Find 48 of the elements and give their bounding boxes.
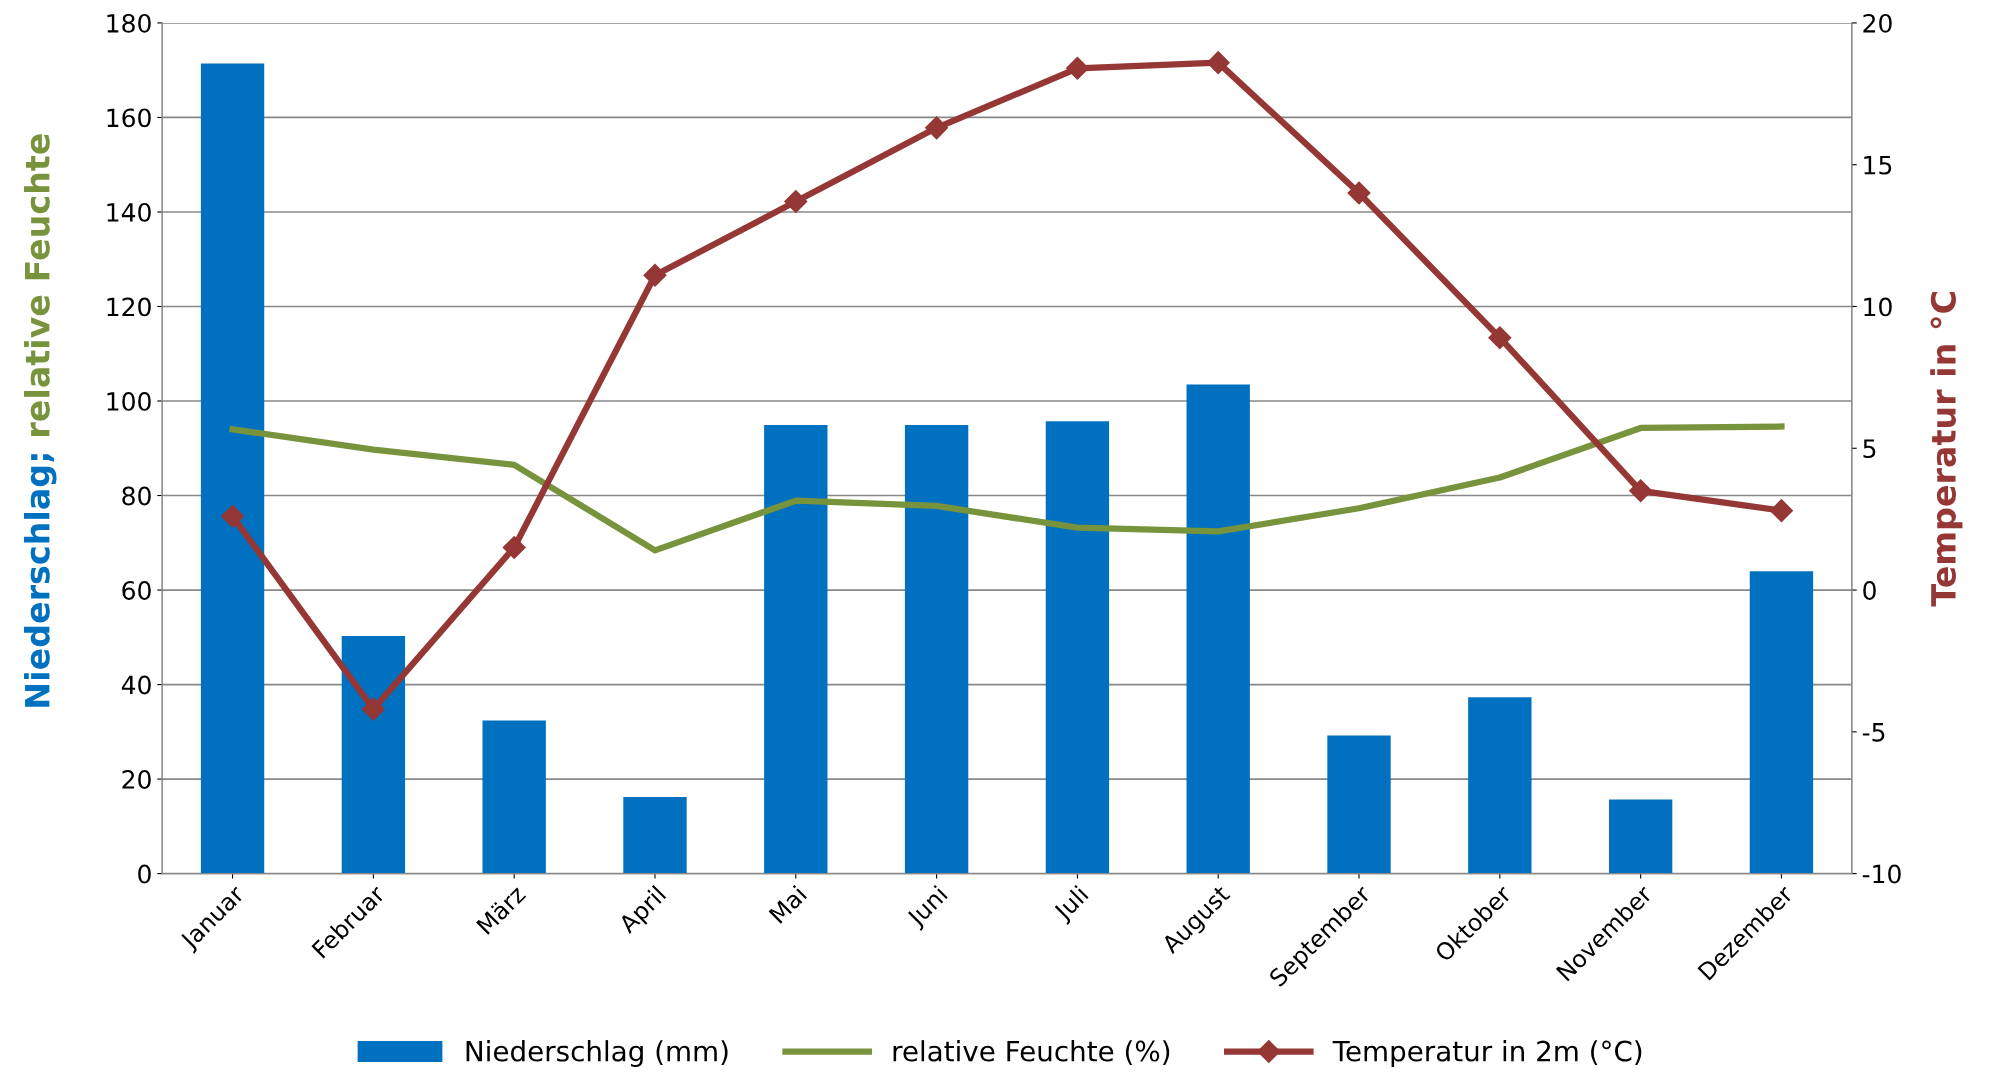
x-tick-label: Juli [1051, 884, 1092, 925]
y2-tick-label: -5 [1862, 723, 1885, 742]
point [1629, 479, 1653, 503]
y-tick-label: 60 [122, 580, 151, 600]
point [221, 504, 245, 528]
y-tick-label: 180 [107, 13, 151, 33]
y-tick-label: 160 [107, 108, 151, 128]
bar [341, 635, 406, 874]
bar [904, 425, 969, 874]
point [925, 116, 949, 140]
legend-label: Temperatur in 2m (°C) [1332, 1040, 1642, 1067]
bar [1327, 735, 1391, 874]
y-axis-title: Niederschlag; relative Feuchte [24, 134, 57, 707]
y2-tick-label: 10 [1864, 297, 1892, 317]
bar [1749, 571, 1814, 874]
point [1769, 499, 1793, 523]
y2-tick-label: 5 [1863, 439, 1876, 459]
point [1065, 56, 1089, 80]
y-tick-label: 140 [107, 202, 151, 222]
bar [1608, 799, 1673, 874]
y-tick-label: 80 [122, 486, 151, 506]
bar [623, 797, 687, 874]
y-tick-label: 0 [138, 864, 151, 884]
bar [1045, 421, 1110, 874]
y-tick-label: 100 [107, 391, 151, 411]
point [361, 697, 385, 721]
y2-axis-title: Temperatur in °C [1930, 292, 1963, 607]
point [1347, 181, 1371, 205]
bar [764, 425, 828, 874]
x-tick-label: Mai [768, 884, 808, 924]
y2-tick-label: 15 [1864, 155, 1892, 175]
y2-tick-label: -10 [1862, 864, 1901, 884]
point [1488, 326, 1512, 350]
bar [482, 720, 546, 874]
bar [1186, 384, 1250, 874]
point [1206, 51, 1230, 75]
point [502, 536, 526, 560]
y-tick-label: 20 [122, 770, 151, 789]
bar [200, 63, 265, 874]
bar [1468, 697, 1532, 874]
legend-label: relative Feuchte (%) [893, 1040, 1170, 1065]
y-tick-label: 40 [121, 675, 151, 695]
y2-tick-label: 20 [1863, 13, 1892, 33]
y2-tick-label: 0 [1863, 580, 1876, 600]
legend-label: Niederschlag (mm) [466, 1040, 728, 1067]
y-tick-label: 120 [107, 297, 151, 317]
point [643, 263, 667, 287]
point [784, 190, 808, 214]
